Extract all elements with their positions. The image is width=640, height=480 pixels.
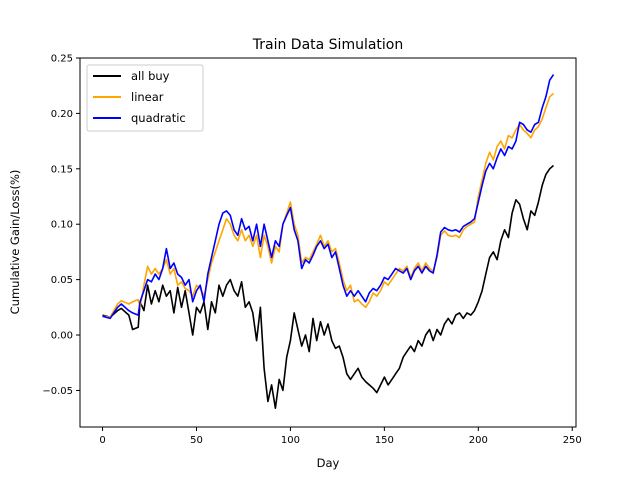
series-group xyxy=(102,74,555,410)
y-axis-label: Cumulative Gain/Loss(%) xyxy=(8,170,22,315)
series-line-quadratic xyxy=(102,74,555,320)
y-tick-label: 0.10 xyxy=(51,220,73,231)
y-tick-label: 0.00 xyxy=(51,331,73,342)
legend: all buy linear quadratic xyxy=(86,64,204,132)
legend-box xyxy=(86,64,204,132)
legend-label-linear: linear xyxy=(131,90,164,104)
y-tick-label: 0.25 xyxy=(51,54,73,65)
plot-frame xyxy=(79,57,577,428)
legend-label-all-buy: all buy xyxy=(131,69,170,83)
series-line-linear xyxy=(102,92,555,319)
x-axis-label: Day xyxy=(317,456,340,470)
chart-title: Train Data Simulation xyxy=(252,37,404,53)
x-tick-label: 50 xyxy=(190,435,203,446)
y-tick-label: 0.15 xyxy=(51,164,73,175)
legend-label-quadratic: quadratic xyxy=(131,111,186,125)
x-tick-label: 100 xyxy=(281,435,300,446)
series-line-all-buy xyxy=(102,164,555,410)
y-tick-label: −0.05 xyxy=(42,386,73,397)
y-axis-ticks: −0.05 0.00 0.05 0.10 0.15 0.20 0.25 xyxy=(42,54,80,397)
y-tick-label: 0.20 xyxy=(51,109,73,120)
x-tick-label: 150 xyxy=(375,435,394,446)
x-tick-label: 0 xyxy=(99,435,105,446)
y-tick-label: 0.05 xyxy=(51,275,73,286)
x-tick-label: 200 xyxy=(469,435,488,446)
x-tick-label: 250 xyxy=(563,435,582,446)
x-axis-ticks: 0 50 100 150 200 250 xyxy=(99,427,582,446)
